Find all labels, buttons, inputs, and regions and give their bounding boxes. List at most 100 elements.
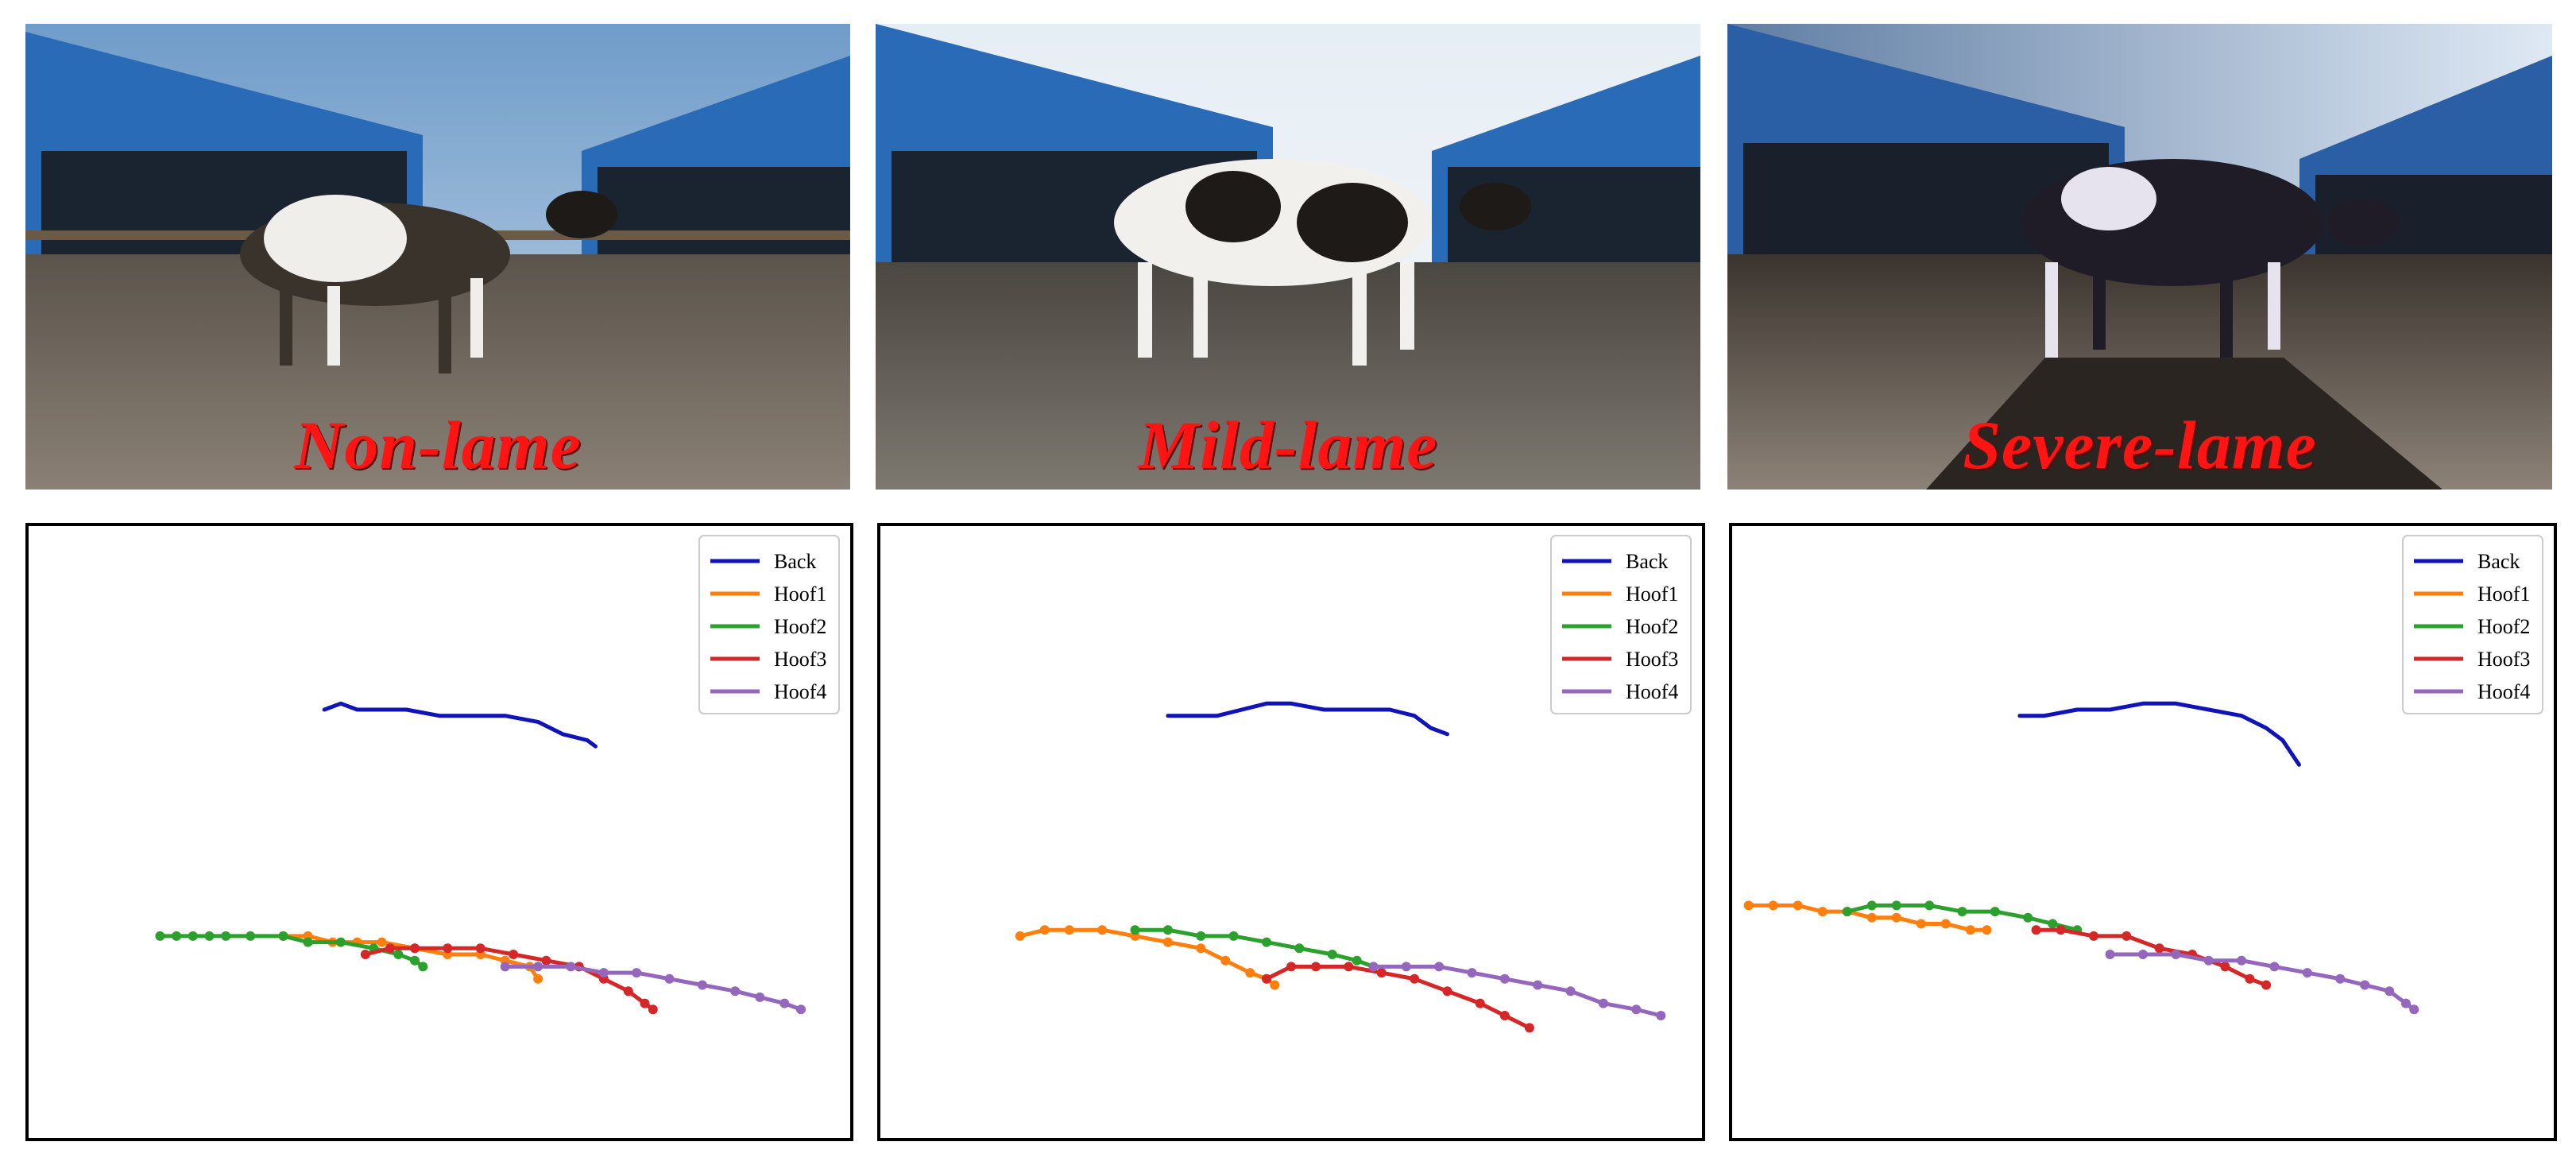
- data-point: [1130, 925, 1140, 935]
- data-point: [1916, 919, 1926, 929]
- series-hoof1: [1015, 925, 1280, 990]
- data-point: [335, 937, 346, 947]
- data-point: [1196, 931, 1206, 941]
- legend: Back Hoof1 Hoof2 Hoof3 Hoof4: [1550, 535, 1692, 714]
- trajectory-plot-mild-lame: Back Hoof1 Hoof2 Hoof3 Hoof4: [877, 523, 1705, 1141]
- cow-photo-icon: [876, 24, 1700, 490]
- data-point: [1442, 986, 1452, 997]
- series-back: [2017, 701, 2301, 767]
- data-point: [1817, 907, 1828, 917]
- series-back: [322, 701, 598, 749]
- data-point: [598, 968, 609, 978]
- data-point: [1499, 973, 1510, 984]
- data-point: [443, 943, 453, 954]
- legend-label: Hoof1: [774, 582, 826, 606]
- data-point: [475, 943, 485, 954]
- legend-label: Back: [2477, 550, 2520, 573]
- data-point: [1565, 986, 1576, 997]
- data-point: [1891, 900, 1901, 911]
- cow-photo-icon: [1727, 24, 2552, 490]
- data-point: [1475, 998, 1485, 1008]
- data-point: [730, 986, 741, 997]
- series-hoof2: [155, 931, 428, 972]
- data-point: [2400, 998, 2411, 1008]
- data-point: [204, 931, 215, 941]
- data-point: [385, 943, 395, 954]
- series-hoof3: [1262, 962, 1534, 1033]
- data-point: [1064, 925, 1074, 935]
- series-line: [1264, 964, 1532, 1030]
- legend-label: Back: [774, 550, 816, 573]
- data-point: [796, 1004, 806, 1015]
- data-point: [1294, 943, 1305, 954]
- series-line: [1166, 701, 1449, 737]
- data-point: [1311, 962, 1321, 972]
- data-point: [1768, 900, 1778, 911]
- data-point: [1262, 973, 1271, 984]
- photo-caption: Non-lame: [294, 407, 582, 483]
- legend-box: [1550, 535, 1692, 714]
- data-point: [1327, 950, 1337, 959]
- data-point: [2048, 919, 2058, 929]
- data-point: [648, 1004, 658, 1015]
- data-point: [1793, 900, 1803, 911]
- data-point: [1270, 980, 1280, 990]
- data-point: [1286, 962, 1296, 972]
- legend-label: Hoof4: [2477, 680, 2530, 703]
- legend-label: Back: [1626, 550, 1668, 573]
- data-point: [1228, 931, 1239, 941]
- legend-label: Hoof1: [1626, 582, 1678, 606]
- data-point: [278, 931, 288, 941]
- series-line: [2017, 701, 2301, 767]
- data-point: [1743, 900, 1754, 911]
- data-point: [2237, 955, 2247, 966]
- data-point: [1965, 925, 1975, 935]
- data-point: [1467, 968, 1477, 978]
- data-point: [1401, 962, 1411, 972]
- legend: Back Hoof1 Hoof2 Hoof3 Hoof4: [698, 535, 840, 714]
- data-point: [360, 950, 370, 959]
- trajectory-plot-non-lame: Back Hoof1 Hoof2 Hoof3 Hoof4: [25, 523, 853, 1141]
- series-line: [503, 964, 803, 1012]
- data-point: [1344, 962, 1354, 972]
- data-point: [697, 980, 707, 990]
- data-point: [1162, 925, 1173, 935]
- data-point: [2269, 962, 2280, 972]
- series-back: [1166, 701, 1449, 737]
- data-point: [2302, 968, 2312, 978]
- data-point: [2360, 980, 2370, 990]
- series-line: [1371, 964, 1663, 1018]
- trajectory-chart: Back Hoof1 Hoof2 Hoof3 Hoof4: [1743, 535, 2543, 1015]
- data-point: [1262, 937, 1271, 947]
- legend-label: Hoof2: [1626, 615, 1678, 638]
- data-point: [1220, 955, 1231, 966]
- data-point: [2122, 931, 2132, 941]
- legend-label: Hoof2: [2477, 615, 2530, 638]
- series-hoof4: [2105, 950, 2419, 1015]
- data-point: [664, 973, 675, 984]
- data-point: [410, 955, 420, 966]
- series-hoof2: [1842, 900, 2083, 935]
- data-point: [1524, 1023, 1534, 1033]
- photo-panel-non-lame: Non-lame: [25, 24, 850, 490]
- data-point: [509, 950, 519, 959]
- photo-panel-severe-lame: Severe-lame: [1727, 24, 2552, 490]
- data-point: [533, 962, 543, 972]
- data-point: [541, 955, 551, 966]
- data-point: [1196, 943, 1206, 954]
- data-point: [246, 931, 256, 941]
- data-point: [172, 931, 182, 941]
- series-hoof3: [360, 943, 658, 1015]
- legend-label: Hoof3: [1626, 648, 1678, 671]
- data-point: [1015, 931, 1025, 941]
- data-point: [566, 962, 576, 972]
- data-point: [418, 962, 428, 972]
- legend-label: Hoof4: [1626, 680, 1678, 703]
- data-point: [640, 998, 650, 1008]
- series-hoof2: [1130, 925, 1379, 972]
- data-point: [2409, 1004, 2419, 1015]
- legend-label: Hoof3: [774, 648, 826, 671]
- data-point: [1924, 900, 1935, 911]
- data-point: [303, 937, 313, 947]
- data-point: [2138, 950, 2148, 959]
